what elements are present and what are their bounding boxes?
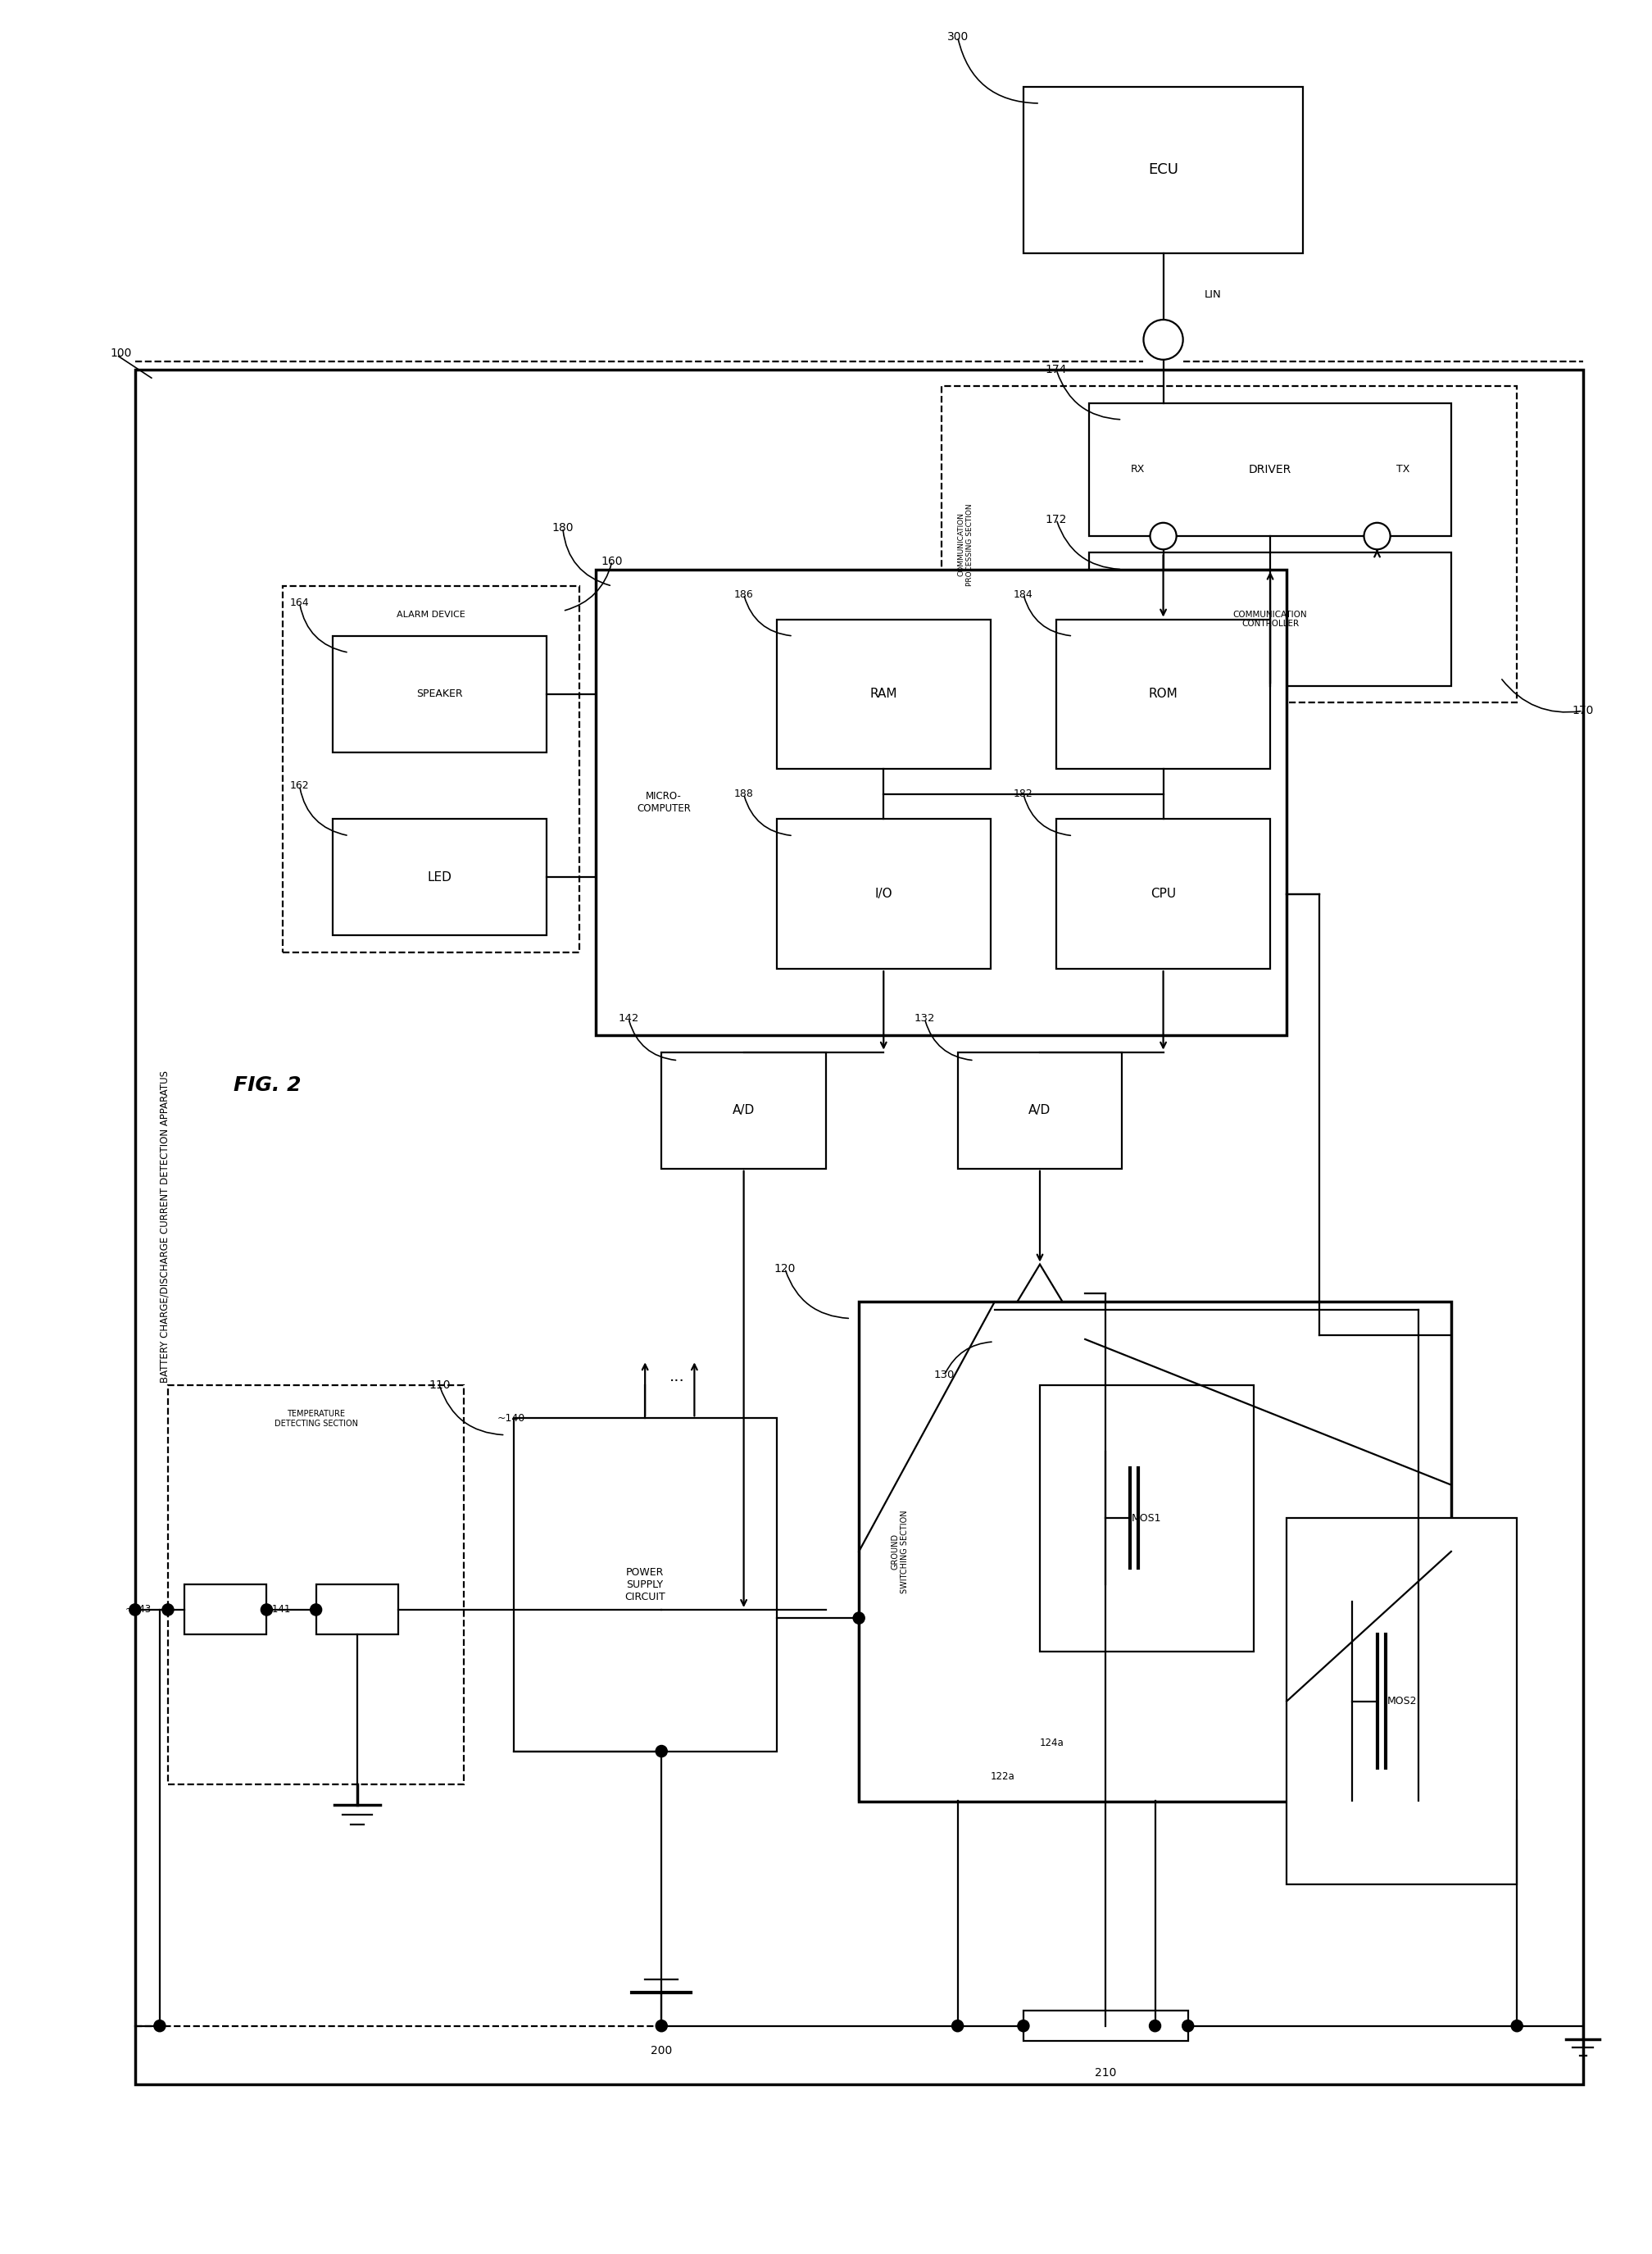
Text: MICRO-
COMPUTER: MICRO- COMPUTER	[636, 791, 691, 814]
Bar	[135, 370, 1583, 2085]
Bar	[661, 1053, 826, 1168]
Text: 184: 184	[1014, 588, 1032, 600]
Bar	[282, 586, 580, 951]
Text: POWER
SUPPLY
CIRCUIT: POWER SUPPLY CIRCUIT	[624, 1567, 666, 1603]
Text: 124a: 124a	[1039, 1738, 1064, 1749]
Circle shape	[1143, 320, 1183, 361]
Text: 170: 170	[1573, 706, 1594, 717]
Text: 120: 120	[775, 1262, 796, 1274]
Bar	[514, 1418, 776, 1751]
Circle shape	[129, 1605, 140, 1616]
Text: RAM: RAM	[871, 687, 897, 701]
Text: 110: 110	[428, 1379, 451, 1391]
Text: 132: 132	[914, 1014, 935, 1023]
Circle shape	[952, 2020, 963, 2031]
Text: 200: 200	[651, 2044, 672, 2056]
Text: ~141: ~141	[264, 1605, 291, 1616]
Bar	[776, 620, 991, 769]
Bar	[332, 818, 547, 935]
Text: SPEAKER: SPEAKER	[416, 690, 463, 699]
Circle shape	[656, 2020, 667, 2031]
Bar	[332, 636, 547, 753]
Text: RX: RX	[1130, 464, 1145, 476]
Text: ROM: ROM	[1148, 687, 1178, 701]
Circle shape	[1365, 523, 1391, 550]
Text: 182: 182	[1014, 789, 1032, 800]
Text: 160: 160	[601, 554, 623, 566]
Text: 100: 100	[111, 347, 132, 358]
Text: 300: 300	[947, 32, 968, 43]
Circle shape	[1018, 2020, 1029, 2031]
Circle shape	[311, 1605, 322, 1616]
Circle shape	[1512, 2020, 1523, 2031]
Text: 164: 164	[289, 597, 309, 609]
Text: I/O: I/O	[874, 888, 892, 899]
Bar	[942, 385, 1517, 703]
Text: A/D: A/D	[732, 1104, 755, 1116]
Circle shape	[162, 1605, 173, 1616]
Bar	[1089, 552, 1450, 685]
Text: DRIVER: DRIVER	[1249, 464, 1292, 476]
Text: LIN: LIN	[1204, 289, 1221, 300]
Circle shape	[1183, 2020, 1194, 2031]
Text: ...: ...	[669, 1368, 686, 1384]
Text: GROUND
SWITCHING SECTION: GROUND SWITCHING SECTION	[890, 1510, 909, 1594]
Polygon shape	[995, 1264, 1085, 1339]
Text: ~143: ~143	[126, 1605, 152, 1616]
Bar	[596, 570, 1287, 1035]
Text: 188: 188	[733, 789, 753, 800]
Text: COMMUNICATION
CONTROLLER: COMMUNICATION CONTROLLER	[1232, 611, 1307, 629]
Circle shape	[852, 1612, 864, 1623]
Text: 130: 130	[933, 1370, 955, 1379]
Text: MOS1: MOS1	[1132, 1512, 1161, 1524]
Bar	[1287, 1519, 1517, 1884]
Bar	[958, 1053, 1122, 1168]
Bar	[185, 1585, 266, 1634]
Bar	[776, 818, 991, 969]
Bar	[1039, 1384, 1254, 1652]
Text: MOS2: MOS2	[1388, 1695, 1417, 1706]
Text: BATTERY CHARGE/DISCHARGE CURRENT DETECTION APPARATUS: BATTERY CHARGE/DISCHARGE CURRENT DETECTI…	[159, 1071, 170, 1384]
Text: 172: 172	[1046, 514, 1067, 525]
Bar	[859, 1303, 1450, 1801]
Bar	[1056, 620, 1270, 769]
Bar	[169, 1384, 464, 1785]
Text: 122a: 122a	[991, 1772, 1014, 1781]
Text: TEMPERATURE
DETECTING SECTION: TEMPERATURE DETECTING SECTION	[274, 1411, 358, 1427]
Bar	[1024, 86, 1303, 252]
Circle shape	[656, 1745, 667, 1758]
Text: A/D: A/D	[1029, 1104, 1051, 1116]
Text: 180: 180	[552, 523, 573, 534]
Bar	[1056, 818, 1270, 969]
Text: 186: 186	[733, 588, 753, 600]
Bar	[316, 1585, 398, 1634]
Text: ~140: ~140	[497, 1413, 525, 1425]
Text: CPU: CPU	[1150, 888, 1176, 899]
Text: COMMUNICATION
PROCESSING SECTION: COMMUNICATION PROCESSING SECTION	[958, 503, 973, 586]
Text: FIG. 2: FIG. 2	[233, 1075, 301, 1095]
Text: 142: 142	[618, 1014, 639, 1023]
Text: LED: LED	[428, 870, 451, 884]
Circle shape	[261, 1605, 273, 1616]
Text: 210: 210	[1095, 2067, 1117, 2078]
Text: ALARM DEVICE: ALARM DEVICE	[396, 611, 466, 620]
Circle shape	[1150, 2020, 1161, 2031]
Text: ECU: ECU	[1148, 162, 1178, 178]
Text: TX: TX	[1396, 464, 1411, 476]
Circle shape	[154, 2020, 165, 2031]
Bar	[1024, 2011, 1188, 2040]
Bar	[1089, 403, 1450, 536]
Text: 174: 174	[1046, 363, 1067, 376]
Text: 162: 162	[289, 780, 309, 791]
Circle shape	[1150, 523, 1176, 550]
